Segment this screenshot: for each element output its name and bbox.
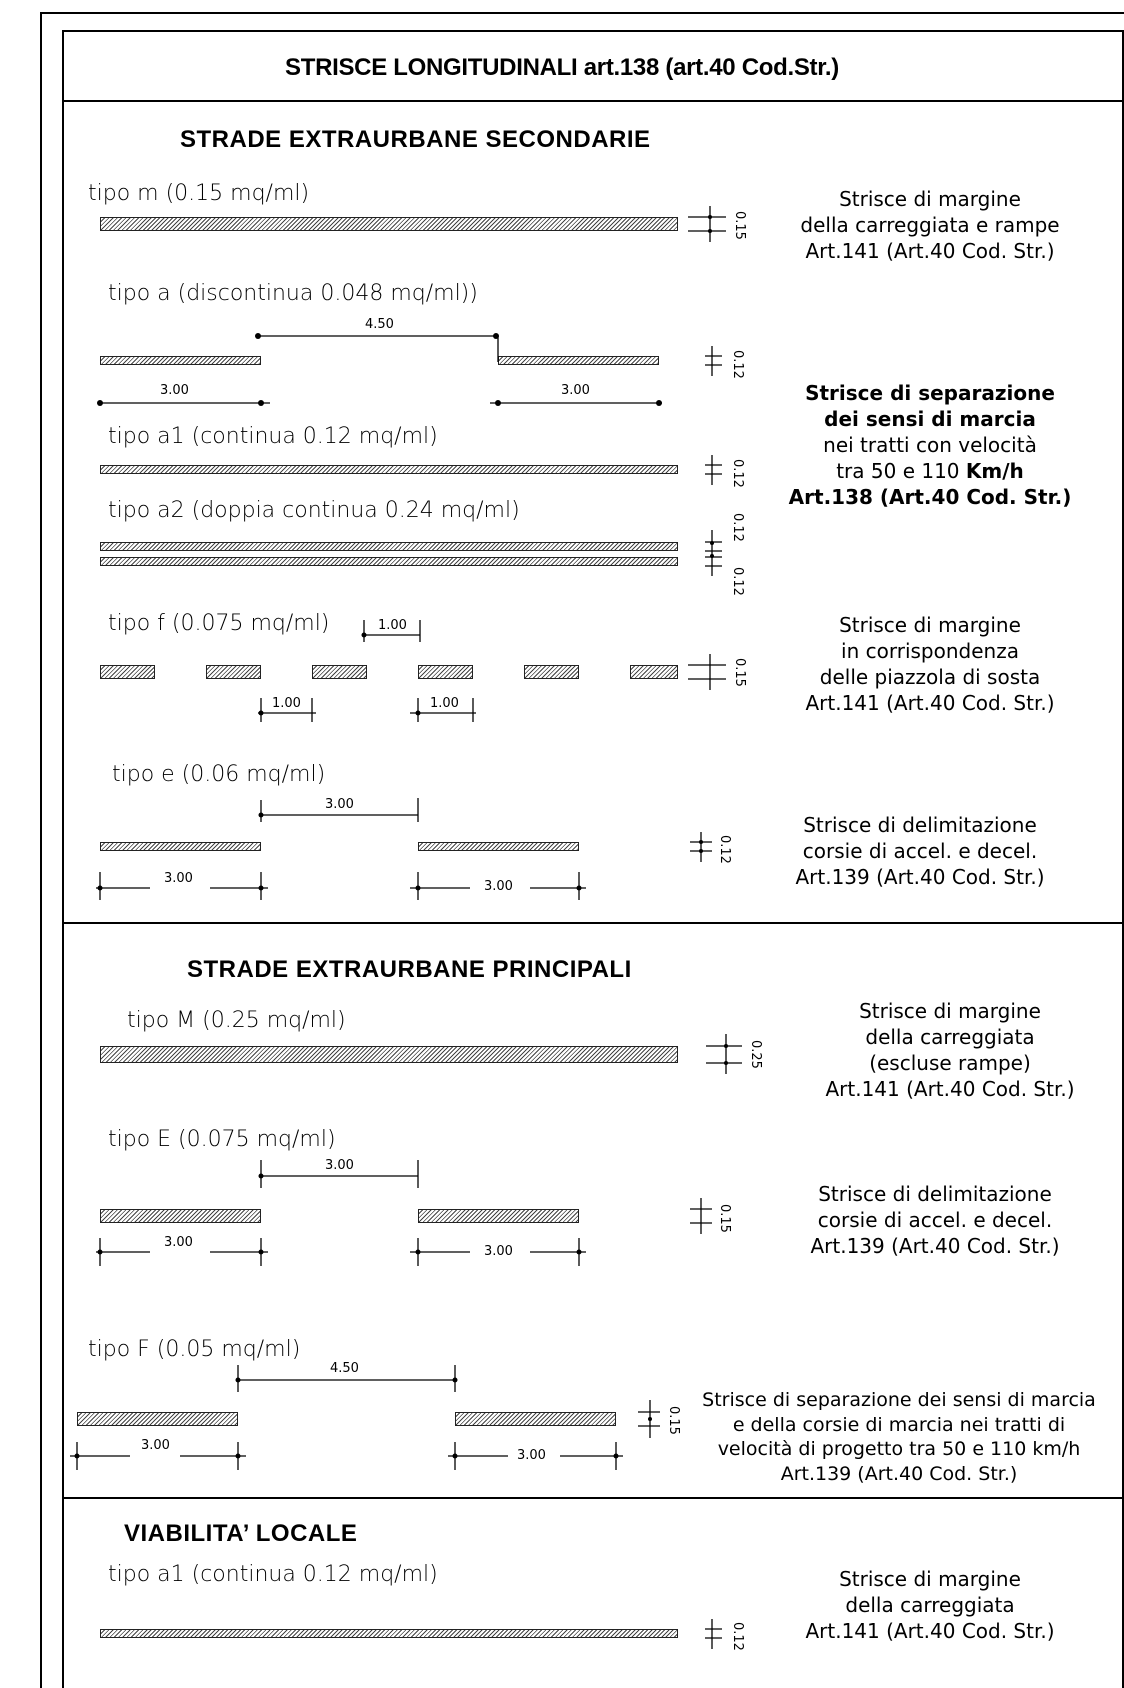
stripe-f-dash-4 — [418, 665, 473, 679]
stripe-local-a1 — [100, 1629, 678, 1638]
width-e-012: 0.12 — [717, 835, 732, 864]
description-margin-piazzola: Strisce di margine in corrispondenza del… — [805, 613, 1055, 715]
stripe-f-dash-5 — [524, 665, 579, 679]
type-label-m: tipo m (0.15 mq/ml) — [88, 181, 310, 206]
outer-frame — [40, 12, 1124, 1688]
type-label-local-a1: tipo a1 (continua 0.12 mq/ml) — [108, 1562, 438, 1587]
stripe-e-dash-1 — [100, 842, 261, 851]
width-m-015: 0.15 — [732, 211, 747, 240]
dim-a-dash-300-right: 3.00 — [561, 383, 590, 398]
stripe-a2-bottom — [100, 557, 678, 566]
stripe-f-dash-3 — [312, 665, 367, 679]
width-a2-012-bottom: 0.12 — [730, 567, 745, 596]
type-label-f: tipo f (0.075 mq/ml) — [108, 611, 330, 636]
stripe-m — [100, 217, 678, 231]
header-divider — [62, 100, 1124, 102]
section-divider-2 — [62, 1497, 1124, 1499]
type-label-a2: tipo a2 (doppia continua 0.24 mq/ml) — [108, 498, 520, 523]
stripe-E-dash-1 — [100, 1209, 261, 1223]
section-heading-principali: STRADE EXTRAURBANE PRINCIPALI — [187, 956, 632, 983]
dim-F-dash-300-left: 3.00 — [141, 1438, 170, 1453]
width-a1-012: 0.12 — [730, 459, 745, 488]
dim-a-gap-450: 4.50 — [365, 317, 394, 332]
width-E-015: 0.15 — [717, 1204, 732, 1233]
drawing-panel — [62, 30, 1124, 1688]
dim-a-dash-300-left: 3.00 — [160, 383, 189, 398]
width-f-015: 0.15 — [732, 658, 747, 687]
description-separation-principali: Strisce di separazione dei sensi di marc… — [702, 1389, 1096, 1486]
dim-e-gap-300: 3.00 — [325, 797, 354, 812]
width-a-012: 0.12 — [730, 350, 745, 379]
description-margin-secondarie: Strisce di margine della carreggiata e r… — [800, 187, 1060, 263]
dim-F-dash-300-right: 3.00 — [517, 1448, 546, 1463]
dim-e-dash-300-left: 3.00 — [164, 871, 193, 886]
page-title: STRISCE LONGITUDINALI art.138 (art.40 Co… — [285, 54, 839, 81]
dim-E-gap-300: 3.00 — [325, 1158, 354, 1173]
description-delim-principali: Strisce di delimitazione corsie di accel… — [810, 1182, 1060, 1258]
stripe-E-dash-2 — [418, 1209, 579, 1223]
dim-E-dash-300-left: 3.00 — [164, 1235, 193, 1250]
description-separation-secondarie: Strisce di separazione dei sensi di marc… — [788, 381, 1072, 509]
section-heading-secondarie: STRADE EXTRAURBANE SECONDARIE — [180, 126, 651, 153]
dim-e-dash-300-right: 3.00 — [484, 879, 513, 894]
width-a2-012-top: 0.12 — [730, 513, 745, 542]
stripe-a1 — [100, 465, 678, 474]
section-heading-viabilita-locale: VIABILITA’ LOCALE — [124, 1520, 358, 1547]
stripe-F-dash-2 — [455, 1412, 616, 1426]
type-label-E: tipo E (0.075 mq/ml) — [108, 1127, 336, 1152]
stripe-f-dash-2 — [206, 665, 261, 679]
dim-E-dash-300-right: 3.00 — [484, 1244, 513, 1259]
dim-f-100-top: 1.00 — [378, 618, 407, 633]
stripe-f-dash-1 — [100, 665, 155, 679]
stripe-f-dash-6 — [630, 665, 678, 679]
stripe-M — [100, 1046, 678, 1063]
width-M-025: 0.25 — [748, 1040, 763, 1069]
type-label-e: tipo e (0.06 mq/ml) — [112, 762, 326, 787]
description-margin-principali: Strisce di margine della carreggiata (es… — [825, 999, 1075, 1101]
width-local-a1-012: 0.12 — [730, 1622, 745, 1651]
stripe-a2-top — [100, 542, 678, 551]
dim-F-gap-450: 4.50 — [330, 1361, 359, 1376]
type-label-a1: tipo a1 (continua 0.12 mq/ml) — [108, 424, 438, 449]
section-divider-1 — [62, 922, 1124, 924]
type-label-a: tipo a (discontinua 0.048 mq/ml)) — [108, 281, 478, 306]
dim-f-100-left: 1.00 — [272, 696, 301, 711]
description-margin-locale: Strisce di margine della carreggiata Art… — [805, 1567, 1055, 1643]
stripe-a-dash-1 — [100, 356, 261, 365]
type-label-M: tipo M (0.25 mq/ml) — [127, 1008, 346, 1033]
stripe-e-dash-2 — [418, 842, 579, 851]
description-delim-secondarie: Strisce di delimitazione corsie di accel… — [795, 813, 1045, 889]
type-label-F: tipo F (0.05 mq/ml) — [88, 1337, 301, 1362]
dim-f-100-right: 1.00 — [430, 696, 459, 711]
stripe-F-dash-1 — [77, 1412, 238, 1426]
